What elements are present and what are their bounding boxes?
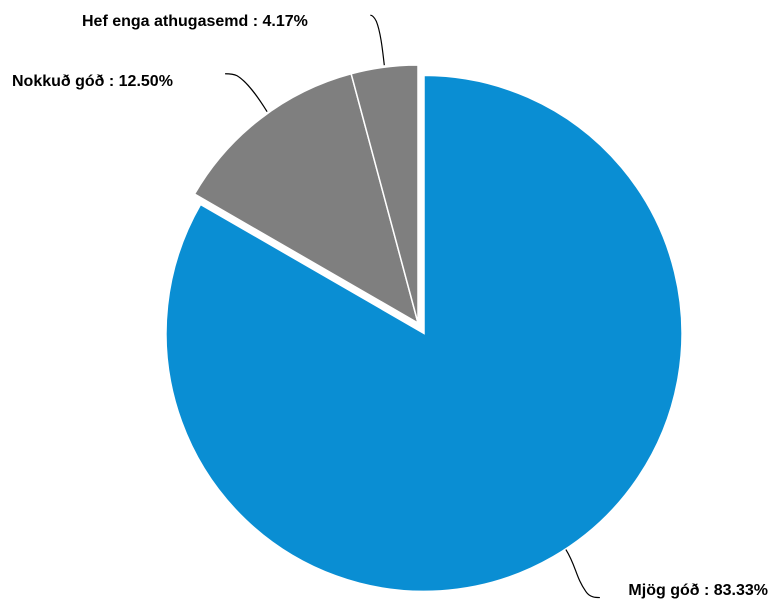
leader-line-mjog-god <box>566 550 600 598</box>
label-nokkud-god: Nokkuð góð : 12.50% <box>12 73 173 90</box>
label-mjog-god: Mjög góð : 83.33% <box>628 582 768 599</box>
label-hef-enga-athugasemd: Hef enga athugasemd : 4.17% <box>82 13 308 30</box>
slices-layer <box>166 65 682 591</box>
leader-line-hef-enga-athugasemd <box>370 15 384 65</box>
leader-line-nokkud-god <box>225 74 267 112</box>
